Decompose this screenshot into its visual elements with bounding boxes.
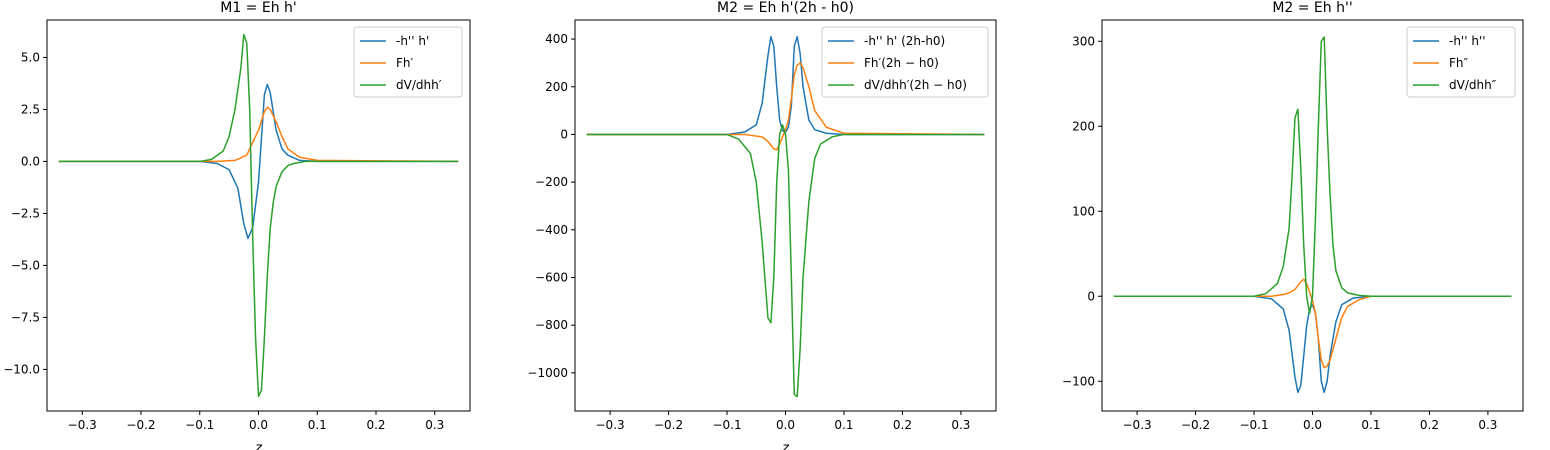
y-tick-label: −5.0 bbox=[11, 258, 40, 272]
y-tick-label: 200 bbox=[545, 80, 568, 94]
y-tick-label: 0.0 bbox=[21, 154, 40, 168]
x-tick-label: 0.0 bbox=[776, 418, 795, 432]
x-tick-label: −0.3 bbox=[68, 418, 97, 432]
legend-label: Fh′ bbox=[396, 56, 414, 70]
plot-area bbox=[1113, 36, 1512, 394]
legend-label: dV/dhh′ bbox=[396, 78, 442, 92]
y-tick-label: −800 bbox=[535, 318, 568, 332]
legend: -h'' h'' Fh″ dV/dhh″ bbox=[1406, 26, 1516, 98]
chart-title: M2 = Eh h'' bbox=[1272, 0, 1352, 16]
x-tick-label: −0.2 bbox=[654, 418, 683, 432]
series-line-0 bbox=[58, 83, 459, 240]
legend-box bbox=[1406, 26, 1516, 98]
y-tick-label: 2.5 bbox=[21, 102, 40, 116]
x-tick-label: −0.2 bbox=[1181, 418, 1210, 432]
chart-title: M2 = Eh h'(2h - h0) bbox=[717, 0, 854, 16]
legend-label: -h'' h'' bbox=[1449, 34, 1486, 48]
y-tick-label: 5.0 bbox=[21, 50, 40, 64]
x-tick-label: −0.2 bbox=[126, 418, 155, 432]
x-tick-label: 0.2 bbox=[893, 418, 912, 432]
x-tick-label: 0.3 bbox=[951, 418, 970, 432]
y-tick-label: −7.5 bbox=[11, 310, 40, 324]
x-tick-label: −0.3 bbox=[596, 418, 625, 432]
plot-area bbox=[58, 33, 459, 398]
legend-box bbox=[821, 26, 989, 98]
series-line-2 bbox=[58, 33, 459, 398]
x-tick-label: 0.2 bbox=[366, 418, 385, 432]
y-tick-label: −10.0 bbox=[3, 362, 40, 376]
y-tick-label: 100 bbox=[1072, 204, 1095, 218]
y-tick-label: 0 bbox=[560, 127, 568, 141]
legend-label: dV/dhh′(2h − h0) bbox=[864, 78, 967, 92]
series-line-2 bbox=[1113, 36, 1512, 314]
x-tick-label: −0.1 bbox=[712, 418, 741, 432]
y-tick-label: −400 bbox=[535, 223, 568, 237]
chart-panel-m2-second-derivative-product: M2 = Eh h'(2h - h0) −0.3 −0.2 −0.1 0.0 0.1 0.2… bbox=[527, 0, 997, 450]
series-line-0 bbox=[1113, 295, 1512, 394]
y-tick-label: 200 bbox=[1072, 119, 1095, 133]
y-tick-label: 400 bbox=[545, 32, 568, 46]
x-tick-label: −0.1 bbox=[185, 418, 214, 432]
legend: -h'' h' Fh′ dV/dhh′ bbox=[353, 26, 463, 98]
x-axis-label: z bbox=[781, 441, 790, 450]
chart-panel-m1: M1 = Eh h' −0.3 −0.2 −0.1 0.0 0.1 0.2 0.3 −10.0 −… bbox=[3, 0, 471, 450]
series-line-2 bbox=[586, 124, 985, 398]
y-tick-label: 0 bbox=[1087, 289, 1095, 303]
legend-label: -h'' h' bbox=[396, 34, 429, 48]
x-tick-label: −0.1 bbox=[1239, 418, 1268, 432]
legend-label: dV/dhh″ bbox=[1449, 78, 1497, 92]
y-tick-label: −1000 bbox=[527, 366, 568, 380]
legend: -h'' h' (2h-h0) Fh′(2h − h0) dV/dhh′(2h − … bbox=[821, 26, 989, 98]
x-tick-label: 0.3 bbox=[425, 418, 444, 432]
chart-title: M1 = Eh h' bbox=[220, 0, 297, 16]
series-line-1 bbox=[1113, 278, 1512, 369]
series-line-1 bbox=[586, 62, 985, 151]
x-tick-label: −0.3 bbox=[1123, 418, 1152, 432]
legend-label: -h'' h' (2h-h0) bbox=[864, 34, 945, 48]
y-tick-label: −200 bbox=[535, 175, 568, 189]
plot-area bbox=[586, 35, 985, 398]
x-tick-label: 0.0 bbox=[249, 418, 268, 432]
legend-label: Fh″ bbox=[1449, 56, 1469, 70]
x-tick-label: 0.3 bbox=[1478, 418, 1497, 432]
chart-panel-m2-h-double-prime: M2 = Eh h'' −0.3 −0.2 −0.1 0.0 0.1 0.2 0.3 −100 0… bbox=[1062, 0, 1524, 432]
series-line-1 bbox=[58, 106, 459, 163]
x-tick-label: 0.1 bbox=[308, 418, 327, 432]
y-tick-label: 300 bbox=[1072, 34, 1095, 48]
x-tick-label: 0.1 bbox=[1361, 418, 1380, 432]
y-tick-label: −100 bbox=[1062, 374, 1095, 388]
x-tick-label: 0.2 bbox=[1420, 418, 1439, 432]
legend-box bbox=[353, 26, 463, 98]
y-tick-label: −2.5 bbox=[11, 206, 40, 220]
x-axis-label: z bbox=[254, 441, 263, 450]
y-tick-label: −600 bbox=[535, 270, 568, 284]
x-tick-label: 0.1 bbox=[834, 418, 853, 432]
legend-label: Fh′(2h − h0) bbox=[864, 56, 939, 70]
x-tick-label: 0.0 bbox=[1303, 418, 1322, 432]
